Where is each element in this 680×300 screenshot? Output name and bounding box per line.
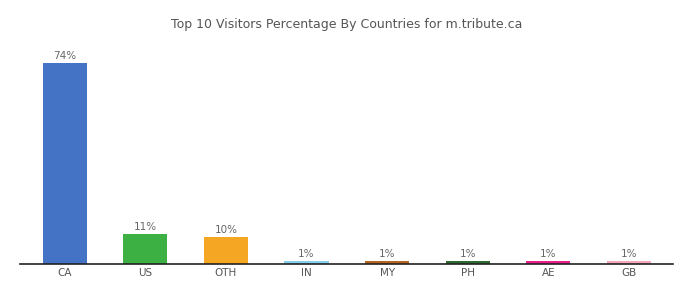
- Title: Top 10 Visitors Percentage By Countries for m.tribute.ca: Top 10 Visitors Percentage By Countries …: [171, 18, 522, 31]
- Bar: [123, 234, 167, 264]
- Text: 1%: 1%: [540, 249, 556, 260]
- Text: 11%: 11%: [134, 222, 157, 232]
- Text: 1%: 1%: [460, 249, 476, 260]
- Bar: [526, 261, 571, 264]
- Bar: [607, 261, 651, 264]
- Text: 1%: 1%: [299, 249, 315, 260]
- Text: 10%: 10%: [214, 225, 237, 235]
- Bar: [204, 237, 248, 264]
- Text: 74%: 74%: [53, 51, 76, 61]
- Bar: [43, 63, 87, 264]
- Text: 1%: 1%: [379, 249, 395, 260]
- Text: 1%: 1%: [621, 249, 637, 260]
- Bar: [445, 261, 490, 264]
- Bar: [365, 261, 409, 264]
- Bar: [284, 261, 328, 264]
